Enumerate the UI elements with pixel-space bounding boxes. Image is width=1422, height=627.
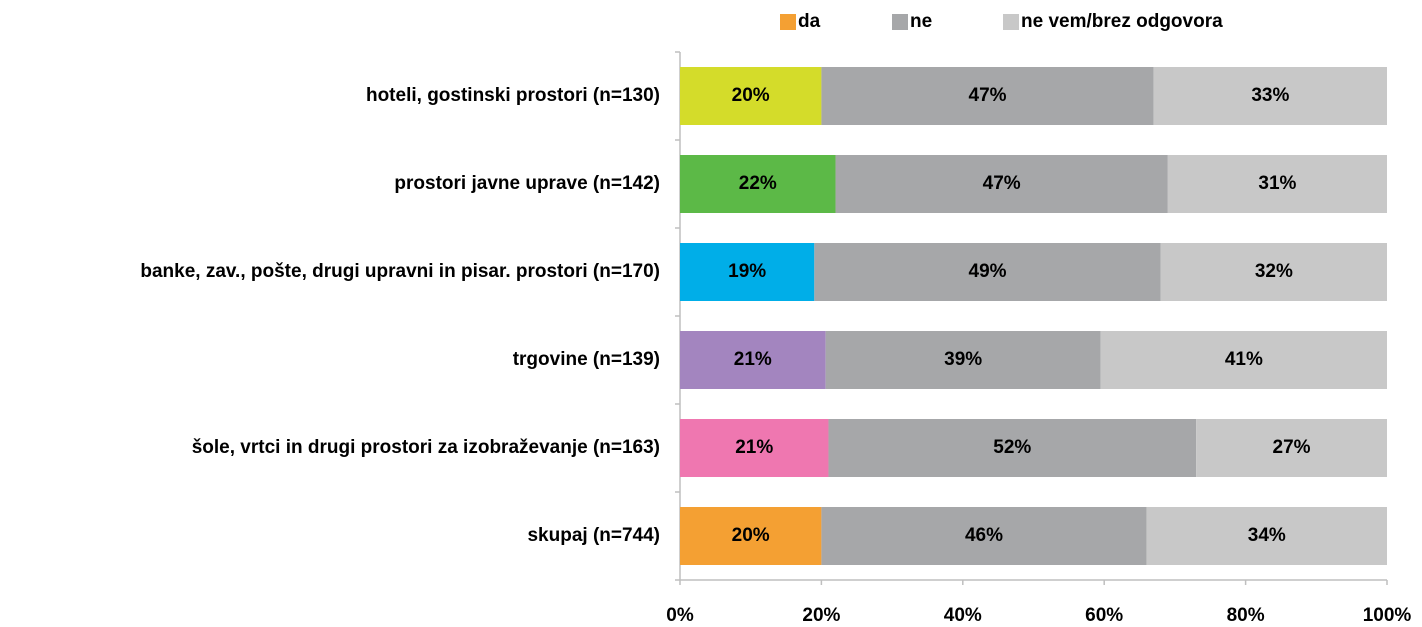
bar-segment: [680, 331, 826, 389]
data-label: 20%: [732, 525, 770, 546]
data-label: 27%: [1273, 437, 1311, 458]
bar-segment: [1160, 243, 1387, 301]
data-label: 41%: [1225, 349, 1263, 370]
bar-segment: [680, 67, 822, 125]
category-label: trgovine (n=139): [513, 349, 660, 370]
data-label: 22%: [739, 173, 777, 194]
data-label: 39%: [944, 349, 982, 370]
x-tick-label: 20%: [802, 605, 840, 626]
data-label: 20%: [732, 85, 770, 106]
bar-segment: [1153, 67, 1387, 125]
legend-swatch: [780, 14, 796, 30]
data-label: 33%: [1251, 85, 1289, 106]
bar-segment: [1196, 419, 1387, 477]
category-label: prostori javne uprave (n=142): [394, 173, 660, 194]
bar-segment: [680, 507, 822, 565]
data-label: 19%: [728, 261, 766, 282]
bar-segment: [835, 155, 1168, 213]
bar-segment: [821, 507, 1147, 565]
category-label: hoteli, gostinski prostori (n=130): [366, 85, 660, 106]
bar-segment: [825, 331, 1101, 389]
data-label: 47%: [969, 85, 1007, 106]
data-label: 47%: [983, 173, 1021, 194]
bar-segment: [828, 419, 1197, 477]
data-label: 34%: [1248, 525, 1286, 546]
legend-swatch: [892, 14, 908, 30]
data-label: 46%: [965, 525, 1003, 546]
data-label: 32%: [1255, 261, 1293, 282]
legend-swatch: [1003, 14, 1019, 30]
bar-segment: [814, 243, 1161, 301]
legend-label: da: [798, 11, 821, 32]
bar-segment: [680, 155, 836, 213]
x-tick-label: 60%: [1085, 605, 1123, 626]
bar-segment: [821, 67, 1154, 125]
x-tick-label: 40%: [944, 605, 982, 626]
x-tick-label: 100%: [1363, 605, 1412, 626]
data-label: 31%: [1258, 173, 1296, 194]
category-label: skupaj (n=744): [527, 525, 660, 546]
bar-segment: [680, 243, 815, 301]
legend-label: ne: [910, 11, 932, 32]
category-label: šole, vrtci in drugi prostori za izobraž…: [192, 437, 660, 458]
bar-segment: [1167, 155, 1387, 213]
data-label: 49%: [969, 261, 1007, 282]
category-label: banke, zav., pošte, drugi upravni in pis…: [140, 261, 660, 282]
legend-label: ne vem/brez odgovora: [1021, 11, 1223, 32]
data-label: 21%: [735, 437, 773, 458]
data-label: 52%: [993, 437, 1031, 458]
x-tick-label: 80%: [1227, 605, 1265, 626]
bar-segment: [1146, 507, 1387, 565]
x-tick-label: 0%: [666, 605, 694, 626]
data-label: 21%: [734, 349, 772, 370]
bar-segment: [1100, 331, 1387, 389]
bar-segment: [680, 419, 829, 477]
